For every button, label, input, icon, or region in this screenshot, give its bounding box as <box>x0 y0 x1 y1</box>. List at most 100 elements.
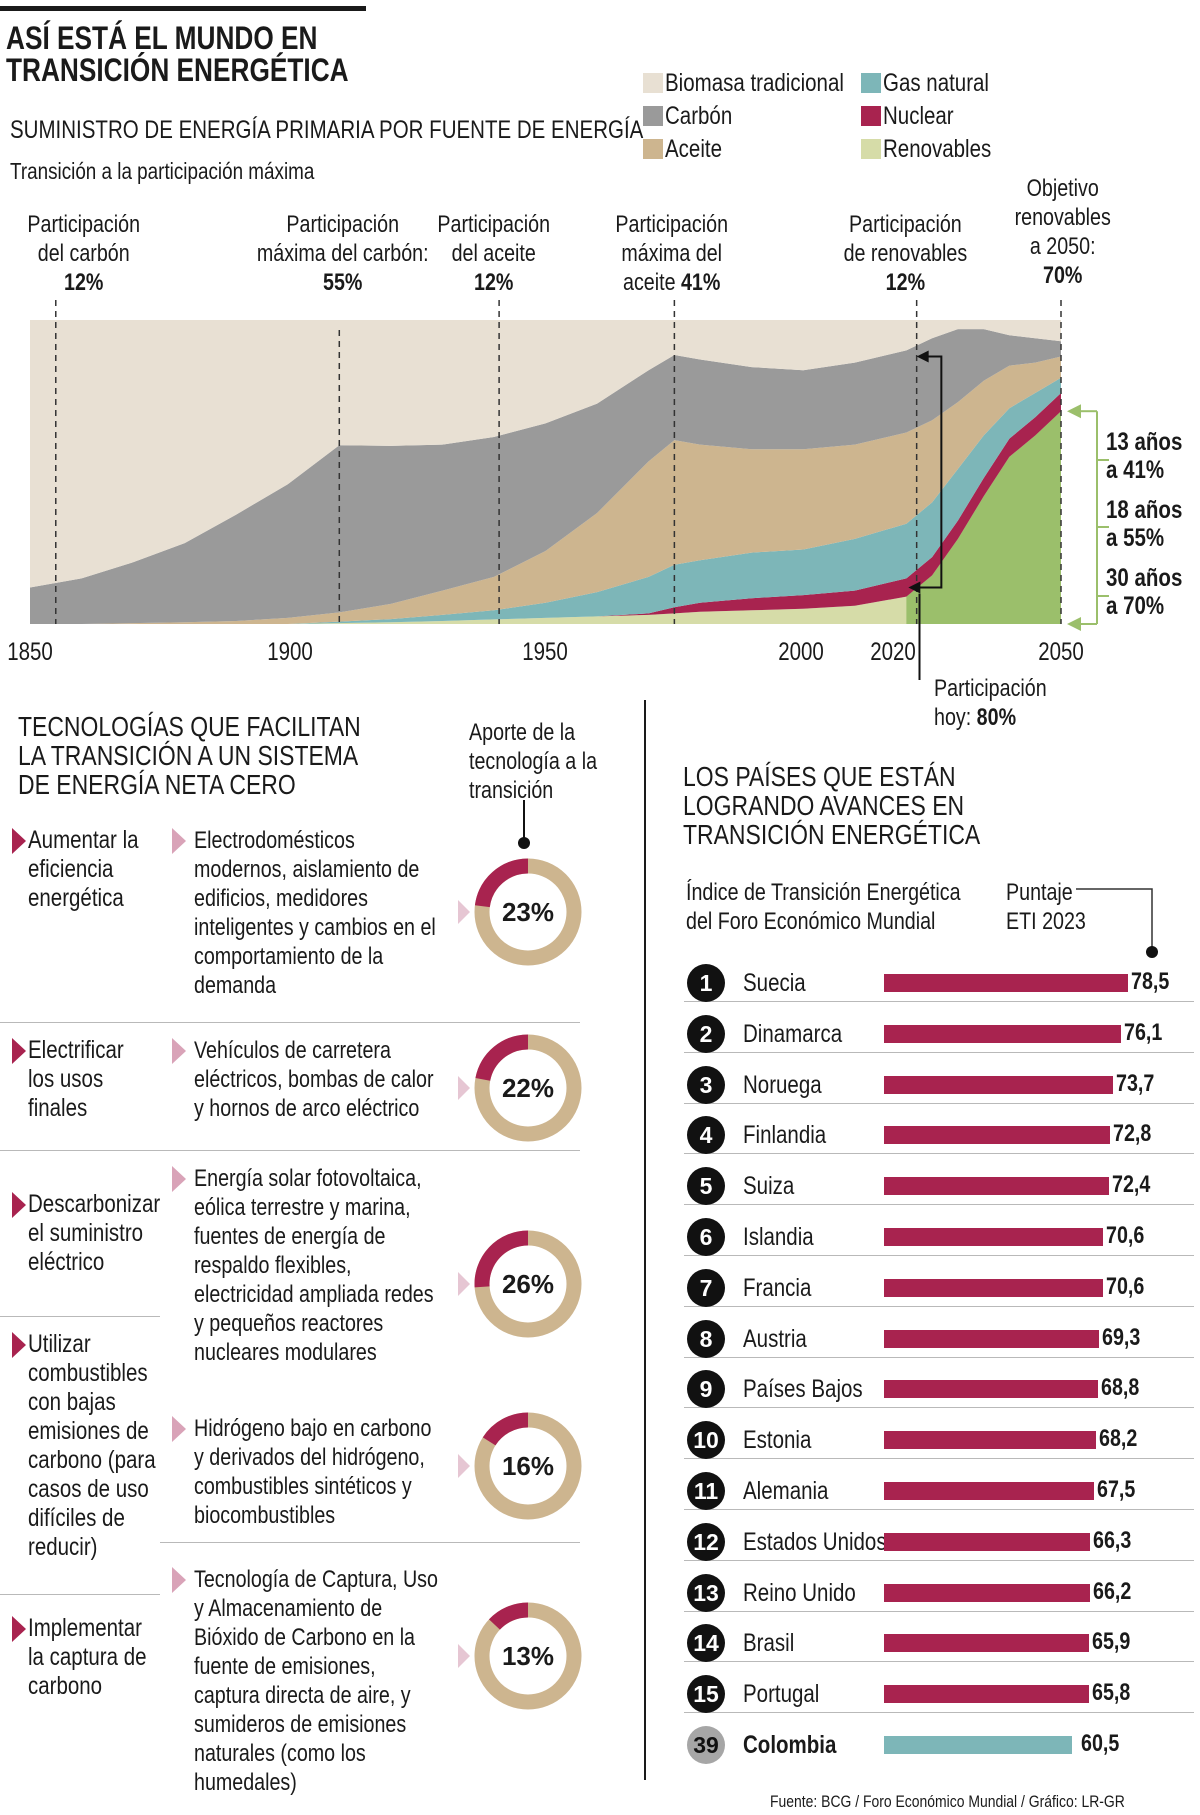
tech-description-line: fuentes de energía de <box>194 1223 386 1250</box>
years-note: 13 años a 41% <box>1106 428 1182 484</box>
donut-pointer-icon <box>458 1454 470 1478</box>
x-tick-label: 1950 <box>522 637 568 665</box>
country-name: Islandia <box>743 1223 814 1251</box>
milestone-line1: Participación <box>286 211 400 238</box>
goal-marker-icon <box>12 1616 26 1642</box>
country-name: Finlandia <box>743 1121 827 1150</box>
source-credit: Fuente: BCG / Foro Económico Mundial / G… <box>770 1792 1125 1811</box>
contribution-header: Aporte de la tecnología a la transición <box>469 718 597 805</box>
donut-share-arc <box>482 1412 529 1446</box>
tech-description-line: edificios, medidores <box>194 885 368 912</box>
score-bar <box>884 1228 1104 1246</box>
tech-description-line: demanda <box>194 972 277 999</box>
goal-marker-icon <box>12 828 26 854</box>
area-series-biomasa-tradicional <box>30 320 1061 588</box>
tech-goal-line: carbono (para <box>28 1446 156 1474</box>
target-arrowhead <box>1067 404 1081 419</box>
row-divider <box>0 1022 580 1023</box>
tech-goal-line: Implementar <box>28 1614 142 1642</box>
milestone-label: Participación del carbón 12% <box>0 210 214 297</box>
today-value: 80% <box>976 704 1017 731</box>
milestone-label: Participación del aceite 12% <box>364 210 624 297</box>
milestone-line1: Participación <box>615 211 729 238</box>
tech-goal-line: la captura de <box>28 1643 147 1671</box>
score-value: 70,6 <box>1106 1272 1145 1300</box>
milestone-line1: Participación <box>437 211 551 238</box>
tech-goal-line: el suministro <box>28 1219 144 1247</box>
tech-description-line: captura directa de aire, y <box>194 1682 411 1709</box>
today-annotation: Participación hoy: 80% <box>934 674 1047 732</box>
tech-title-line1: TECNOLOGÍAS QUE FACILITAN <box>18 711 361 742</box>
ranking-row-divider <box>684 1153 1194 1155</box>
score-bar <box>884 1431 1096 1450</box>
contribution-donut: 16% <box>458 1412 582 1520</box>
country-name: Estonia <box>743 1426 812 1455</box>
ranking-row-divider <box>684 1255 1194 1256</box>
description-marker-icon <box>172 828 186 854</box>
tech-description-line: Energía solar fotovoltaica, <box>194 1165 422 1192</box>
score-bar <box>884 1126 1111 1145</box>
rank-badge: 1 <box>687 964 725 1002</box>
chart-subtitle: SUMINISTRO DE ENERGÍA PRIMARIA POR FUENT… <box>10 116 644 144</box>
tech-description-line: nucleares modulares <box>194 1339 377 1366</box>
tech-goal-line: con bajas <box>28 1388 116 1416</box>
donut-value-label: 23% <box>502 897 554 927</box>
description-marker-icon <box>172 1038 186 1064</box>
score-bar <box>884 1685 1089 1704</box>
rank-badge: 7 <box>687 1268 725 1307</box>
milestone-line1: Objetivo <box>1026 175 1100 202</box>
donut-value-label: 26% <box>502 1269 554 1299</box>
rank-badge: 3 <box>687 1065 725 1104</box>
rank-badge: 4 <box>687 1116 725 1155</box>
years-note-line1: 13 años <box>1106 428 1183 456</box>
score-value: 68,2 <box>1099 1425 1138 1453</box>
legend-swatch <box>861 106 881 126</box>
tech-description-line: y derivados del hidrógeno, <box>194 1444 425 1471</box>
contribution-line3: transición <box>469 777 554 804</box>
tech-description-line: combustibles sintéticos y <box>194 1473 412 1500</box>
legend-label: Renovables <box>883 135 992 163</box>
score-value: 60,5 <box>1081 1730 1120 1757</box>
goal-marker-icon <box>12 1332 26 1358</box>
ranking-row-divider <box>684 1559 1194 1561</box>
description-marker-icon <box>172 1166 186 1192</box>
donut-share-arc <box>474 858 529 908</box>
country-name: Austria <box>743 1324 807 1353</box>
years-note-line1: 30 años <box>1106 564 1183 592</box>
tech-description-line: electricidad ampliada redes <box>194 1281 434 1308</box>
milestone-label: Participación de renovables 12% <box>775 210 1035 297</box>
score-bar <box>884 1278 1104 1297</box>
tech-description-line: Vehículos de carretera <box>194 1037 391 1064</box>
ranking-row-divider <box>684 1661 1194 1663</box>
ranking-row: 10 Estonia 68,2 <box>0 1419 1200 1465</box>
rank-badge: 8 <box>687 1319 725 1358</box>
ranking-row: 5 Suiza 72,4 <box>0 1165 1200 1211</box>
milestone-value: 12% <box>64 269 104 296</box>
ranking-row-divider <box>684 1610 1194 1612</box>
tech-description-line: y pequeños reactores <box>194 1310 384 1337</box>
score-bar <box>884 1583 1090 1602</box>
donut-value-label: 13% <box>502 1641 554 1671</box>
donut-value-label: 16% <box>502 1451 554 1481</box>
country-name: Suecia <box>743 969 806 997</box>
legend-swatch <box>643 139 663 159</box>
rank-badge: 6 <box>687 1218 725 1256</box>
tech-goal-line: emisiones de <box>28 1417 149 1445</box>
country-name: Dinamarca <box>743 1019 843 1048</box>
today-arrowhead-low <box>908 581 921 594</box>
score-bar <box>884 1075 1114 1094</box>
today-arrowhead <box>916 350 929 363</box>
score-bar <box>884 1634 1089 1653</box>
donut-pointer-icon <box>458 1644 470 1668</box>
x-tick-label: 2000 <box>778 637 824 665</box>
score-bar <box>884 1329 1100 1348</box>
country-name: Francia <box>743 1273 812 1302</box>
goal-marker-icon <box>12 1192 26 1218</box>
tech-goal-line: Descarbonizar <box>28 1190 161 1218</box>
tech-goal-line: reducir) <box>28 1533 98 1561</box>
rank-badge: 9 <box>687 1370 725 1409</box>
contribution-donut: 13% <box>458 1602 582 1710</box>
page-title: ASÍ ESTÁ EL MUNDO EN TRANSICIÓN ENERGÉTI… <box>6 22 349 86</box>
area-chart: 1850 1900 1950 2000 2020 2050 <box>7 300 1109 680</box>
score-bar <box>884 1024 1121 1043</box>
